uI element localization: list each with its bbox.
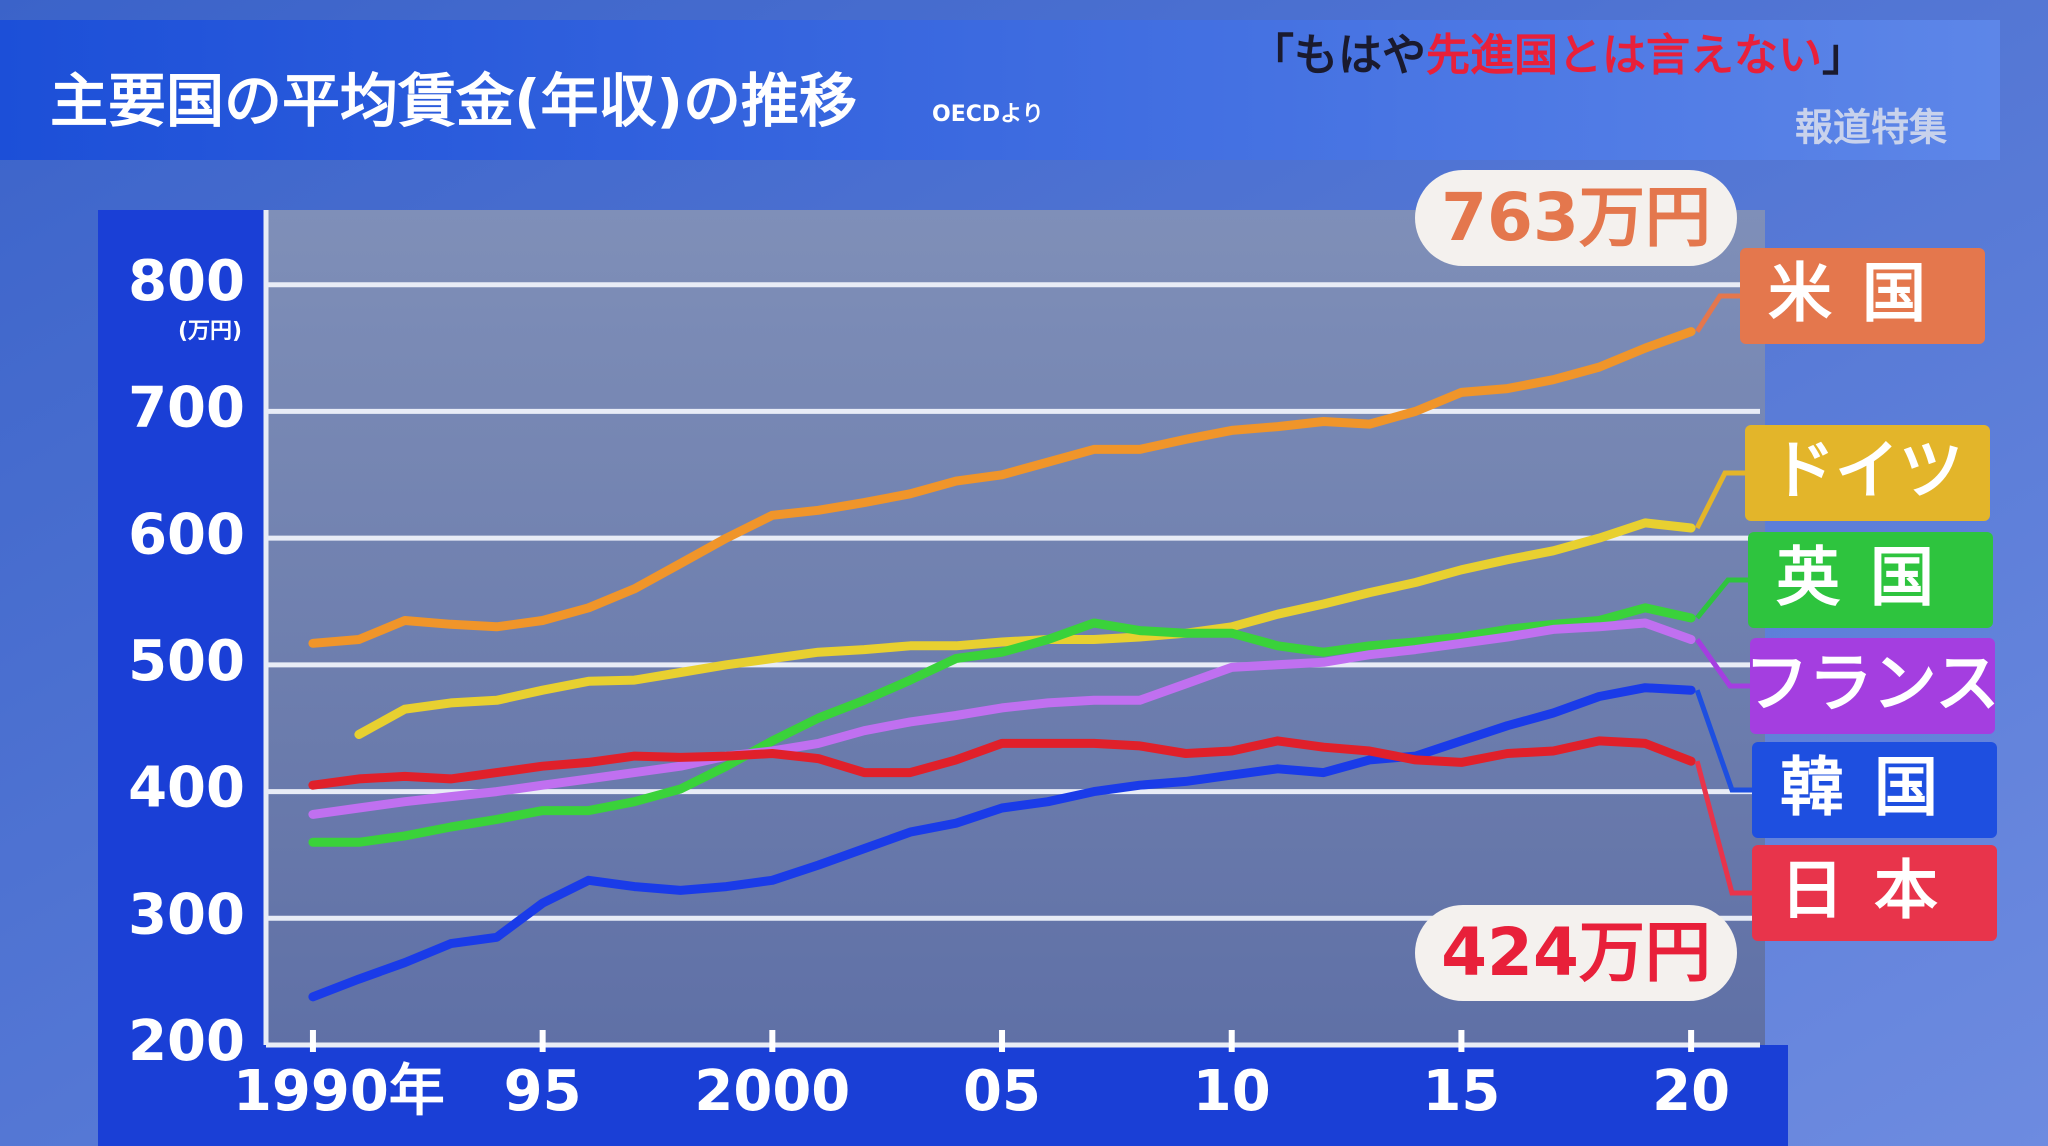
headline-part: 」 bbox=[1822, 30, 1866, 81]
legend-box bbox=[1740, 248, 1985, 344]
legend-connector bbox=[1695, 577, 1748, 620]
x-tick-label: 10 bbox=[1193, 1059, 1271, 1124]
x-tick-label: 2000 bbox=[694, 1059, 850, 1124]
legend-box bbox=[1752, 742, 1997, 838]
value-label-bubble bbox=[1415, 170, 1737, 266]
legend-connector bbox=[1694, 689, 1752, 793]
y-tick-label: 200 bbox=[128, 1009, 245, 1074]
legend-box bbox=[1752, 845, 1997, 941]
legend-connector bbox=[1695, 293, 1740, 333]
chart-title: 主要国の平均賃金(年収)の推移 bbox=[50, 67, 857, 135]
y-tick-label: 600 bbox=[128, 502, 245, 567]
legend-label: フランス bbox=[1745, 648, 2000, 722]
legend-connector bbox=[1695, 638, 1750, 689]
legend-label: ドイツ bbox=[1771, 435, 1963, 509]
legend-label: 日本 bbox=[1780, 855, 1968, 929]
x-tick-label: 05 bbox=[963, 1059, 1041, 1124]
x-tick-label: 20 bbox=[1652, 1059, 1730, 1124]
value-label: 763万円 bbox=[1441, 179, 1711, 256]
legend-label: 英国 bbox=[1776, 542, 1964, 616]
legend-box bbox=[1748, 532, 1993, 628]
headline-part: 「もはや bbox=[1250, 30, 1426, 81]
y-unit: (万円) bbox=[178, 319, 242, 344]
y-tick-label: 500 bbox=[128, 629, 245, 694]
series-line bbox=[308, 736, 1696, 790]
legend-connector bbox=[1694, 470, 1745, 530]
legend-label: 米国 bbox=[1768, 258, 1956, 332]
source: OECDより bbox=[932, 102, 1044, 127]
program-logo: 報道特集 bbox=[1795, 106, 1947, 150]
x-tick-label: 15 bbox=[1422, 1059, 1500, 1124]
headline: 「もはや先進国とは言えない」 bbox=[1250, 30, 1866, 81]
value-label: 424万円 bbox=[1441, 914, 1711, 991]
legend-box bbox=[1745, 425, 1990, 521]
title-band bbox=[0, 20, 2000, 160]
series-line bbox=[354, 518, 1696, 739]
legend-connector bbox=[1694, 760, 1752, 896]
series-line bbox=[308, 327, 1696, 648]
value-label-bubble bbox=[1415, 905, 1737, 1001]
legend-box bbox=[1750, 638, 1995, 734]
legend-label: 韓国 bbox=[1780, 752, 1968, 826]
series-line bbox=[308, 603, 1696, 847]
x-axis-band bbox=[98, 1045, 1788, 1146]
y-axis-band bbox=[98, 210, 266, 1146]
x-tick-label: 95 bbox=[504, 1059, 582, 1124]
series-line bbox=[308, 683, 1696, 1002]
y-tick-label: 700 bbox=[128, 376, 245, 441]
y-tick-label: 400 bbox=[128, 756, 245, 821]
x-tick-label: 1990年 bbox=[233, 1059, 445, 1124]
headline-part: 先進国とは言えない bbox=[1426, 30, 1822, 81]
y-tick-label: 300 bbox=[128, 882, 245, 947]
series-line bbox=[308, 618, 1696, 819]
y-tick-label: 800 bbox=[128, 249, 245, 314]
